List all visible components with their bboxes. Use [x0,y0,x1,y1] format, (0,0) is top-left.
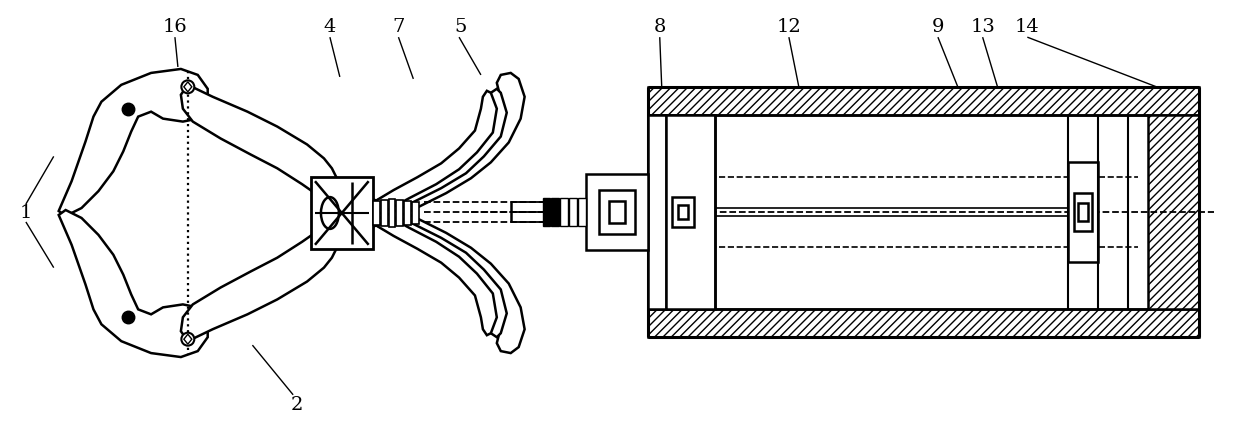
Polygon shape [58,210,208,357]
Bar [1078,203,1087,221]
Polygon shape [366,91,497,218]
Polygon shape [181,85,337,194]
Bar [404,201,412,225]
Bar [397,200,403,226]
Polygon shape [367,89,507,222]
Bar [587,174,647,250]
Bar [413,202,419,224]
Text: 14: 14 [1016,18,1039,36]
Text: 9: 9 [931,18,944,36]
Polygon shape [184,334,192,344]
Bar [543,198,551,226]
Text: 16: 16 [162,18,187,36]
Bar [552,198,559,226]
Text: 13: 13 [970,18,994,36]
Bar [311,177,373,249]
Bar [647,115,666,309]
Bar [672,197,693,227]
Ellipse shape [321,197,339,229]
Polygon shape [58,69,208,216]
Polygon shape [363,198,525,353]
Polygon shape [363,73,525,228]
Bar [647,87,1199,115]
Bar [388,199,396,227]
Text: 1: 1 [20,204,32,222]
Bar [569,198,578,226]
Text: 5: 5 [455,18,467,36]
Text: 8: 8 [653,18,666,36]
Bar [578,198,587,226]
Bar [677,205,687,219]
Bar [666,115,715,309]
Text: 7: 7 [392,18,404,36]
Bar [381,200,388,226]
Polygon shape [181,232,337,341]
Polygon shape [184,82,192,92]
Bar [609,201,625,223]
Text: 2: 2 [291,396,304,414]
Circle shape [181,333,195,345]
Polygon shape [366,208,497,335]
Polygon shape [367,204,507,337]
Bar [1074,193,1092,231]
Circle shape [181,81,195,93]
Bar [599,190,635,234]
Bar [373,201,379,225]
Bar [647,309,1199,337]
Text: 12: 12 [776,18,801,36]
Bar [1147,115,1199,309]
Bar [560,198,568,226]
Bar [1068,162,1097,262]
Text: 4: 4 [324,18,336,36]
